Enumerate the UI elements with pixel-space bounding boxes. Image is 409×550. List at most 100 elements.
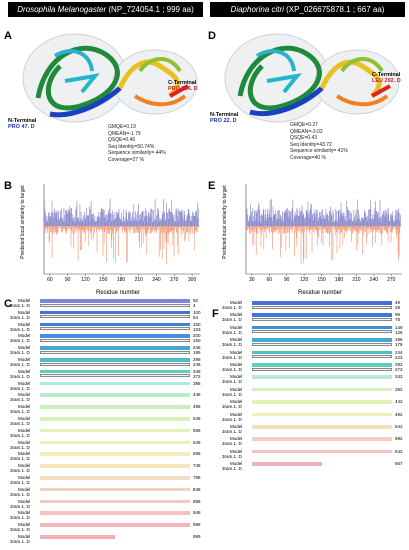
chart-bar-negative <box>289 226 291 232</box>
chart-bar-negative <box>134 226 136 234</box>
chart-bar-negative <box>64 226 65 229</box>
chart-bar-positive <box>358 209 359 226</box>
chart-bar-positive <box>121 213 122 226</box>
chart-bar-negative <box>358 226 360 234</box>
chart-bar-negative <box>138 226 140 242</box>
chart-bar-negative <box>270 226 272 231</box>
chart-bar-negative <box>301 226 303 227</box>
chart-bar-positive <box>367 215 369 226</box>
chart-bar-positive <box>128 211 130 226</box>
chart-bar-negative <box>371 226 373 229</box>
chart-bar-positive <box>304 218 305 226</box>
chart-bar-negative <box>71 226 73 233</box>
chart-bar-positive <box>386 209 388 226</box>
chart-bar-negative <box>82 226 84 232</box>
chart-bar-positive <box>109 198 111 226</box>
chart-bar-positive <box>286 212 288 226</box>
chart-bar-positive <box>154 199 156 226</box>
chart-bar-negative <box>247 226 248 230</box>
panel-a-stats: GMQE=0.19 QMEAN=-1.79 QSQE=0.46 Seq Iden… <box>108 124 166 163</box>
chart-bar-positive <box>349 210 351 226</box>
chart-bar-negative <box>248 226 250 234</box>
alignment-block: Model 3ram.1. D 196 178 <box>222 337 406 349</box>
chart-bar-negative <box>171 226 173 231</box>
chart-bar-positive <box>306 210 308 226</box>
chart-bar-negative <box>53 226 55 234</box>
chart-bar-negative <box>167 226 169 245</box>
chart-bar-positive <box>343 214 344 226</box>
chart-bar-positive <box>315 217 316 226</box>
chart-bar-positive <box>177 208 179 226</box>
chart-bar-positive <box>278 219 280 226</box>
alignment-sequence-bar <box>252 387 392 392</box>
alignment-model-label: Model <box>18 486 31 492</box>
alignment-sequence-bar <box>40 381 190 386</box>
chart-bar-positive <box>70 213 71 226</box>
chart-bar-positive <box>111 212 113 226</box>
chart-bar-positive <box>266 208 268 226</box>
chart-bar-positive <box>119 217 120 226</box>
chart-bar-positive <box>190 220 191 226</box>
panel-d-letter: D <box>208 30 216 42</box>
chart-bar-positive <box>258 205 260 226</box>
chart-bar-negative <box>353 226 355 232</box>
chart-bar-positive <box>302 215 304 226</box>
alignment-template-label: 3ram.1. D <box>222 441 242 447</box>
chart-bar-negative <box>67 226 69 229</box>
chart-bar-positive <box>80 218 81 226</box>
chart-bar-positive <box>325 208 327 226</box>
chart-bar-positive <box>74 217 75 226</box>
chart-bar-negative <box>280 226 281 258</box>
alignment-end-number: 998 <box>193 522 201 528</box>
chart-bar-positive <box>255 219 256 226</box>
chart-bar-negative <box>338 226 340 230</box>
chart-bar-negative <box>376 226 377 232</box>
chart-bar-negative <box>46 226 48 233</box>
alignment-block: Model 3ram.1. D 200 150 <box>10 333 206 345</box>
chart-bar-positive <box>186 215 188 226</box>
alignment-end-number: 542 <box>395 424 403 429</box>
chart-bar-positive <box>49 213 51 226</box>
chart-bar-negative <box>370 226 372 233</box>
chart-bar-negative <box>367 226 369 229</box>
chart-bar-negative <box>329 226 330 247</box>
chart-bar-negative <box>363 226 365 232</box>
chart-bar-negative <box>106 226 107 262</box>
chart-bar-positive <box>168 209 170 226</box>
alignment-template-label: 3ram.1. D <box>10 491 30 497</box>
alignment-sequence-bar <box>252 325 392 330</box>
chart-bar-positive <box>309 211 311 226</box>
alignment-end-number: 898 <box>193 498 201 504</box>
chart-bar-positive <box>397 212 398 226</box>
chart-bar-positive <box>342 211 344 226</box>
chart-bar-negative <box>134 226 135 233</box>
chart-bar-negative <box>254 226 256 228</box>
chart-bar-negative <box>156 226 158 231</box>
alignment-block: Model 3ram.1. D 100 54 <box>10 310 206 322</box>
chart-bar-positive <box>93 213 94 226</box>
chart-bar-positive <box>83 221 85 226</box>
chart-bar-negative <box>370 226 372 232</box>
chart-bar-negative <box>115 226 116 263</box>
chart-bar-positive <box>87 215 88 226</box>
chart-bar-positive <box>74 221 76 226</box>
chart-bar-negative <box>396 226 398 238</box>
x-tick-label: 90 <box>284 277 290 283</box>
alignment-model-label: Model <box>230 436 243 442</box>
chart-bar-negative <box>141 226 142 247</box>
chart-bar-negative <box>46 226 48 229</box>
chart-bar-negative <box>295 226 297 239</box>
chart-bar-positive <box>281 220 283 226</box>
alignment-template-label: 3ram.1. D <box>10 468 30 474</box>
chart-bar-positive <box>180 211 182 226</box>
chart-bar-negative <box>341 226 343 233</box>
chart-bar-negative <box>94 226 96 234</box>
chart-bar-positive <box>250 216 252 226</box>
chart-bar-positive <box>150 208 151 226</box>
alignment-end-number: 298 <box>193 357 201 362</box>
chart-bar-positive <box>291 208 293 226</box>
chart-bar-negative <box>334 226 336 236</box>
alignment-sequence-bar <box>252 301 392 305</box>
chart-bar-negative <box>180 226 182 237</box>
alignment-sequence-bar <box>40 464 190 468</box>
